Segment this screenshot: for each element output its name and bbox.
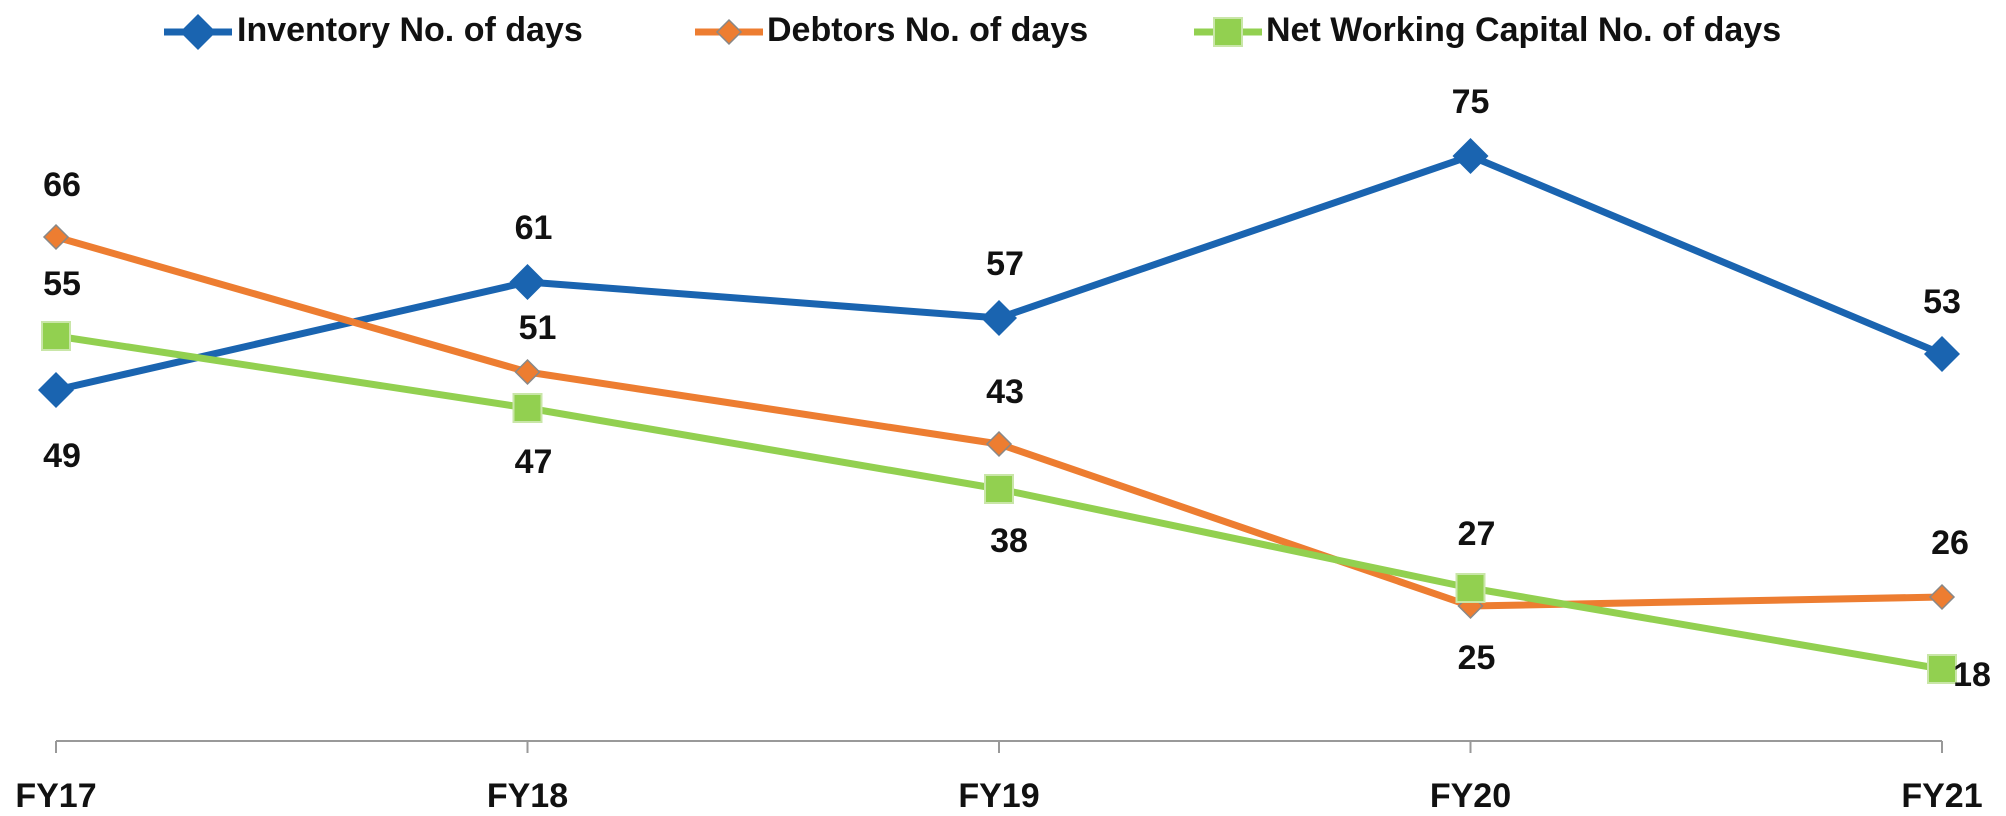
marker: [984, 474, 1014, 504]
marker: [1452, 138, 1489, 174]
data-label: 57: [986, 245, 1024, 283]
x-tick-label: FY19: [958, 777, 1039, 815]
x-tick-label: FY17: [15, 777, 96, 815]
data-label: 27: [1458, 515, 1496, 553]
marker: [41, 321, 71, 351]
marker: [1924, 336, 1960, 372]
legend-item: Debtors No. of days: [695, 11, 1088, 49]
series: 66 51 43 25 26: [42, 166, 1969, 677]
x-tick-label: FY18: [487, 777, 568, 815]
marker: [512, 393, 543, 423]
legend-item: Inventory No. of days: [164, 11, 583, 50]
marker: [715, 18, 743, 46]
data-label: 55: [43, 265, 81, 303]
marker: [981, 300, 1017, 336]
legend-label: Inventory No. of days: [237, 11, 583, 49]
x-tick-label: FY20: [1430, 777, 1511, 815]
marker: [1927, 654, 1957, 684]
data-label: 38: [990, 522, 1028, 560]
data-label: 61: [515, 209, 553, 247]
legend-item: Net Working Capital No. of days: [1194, 11, 1781, 49]
marker: [1213, 17, 1243, 47]
marker: [985, 430, 1013, 458]
data-label: 18: [1953, 656, 1991, 694]
series: 55 47 38 27 18: [41, 265, 1991, 694]
data-label: 53: [1923, 283, 1961, 321]
series: 49 61 57 75 53: [38, 83, 1961, 475]
marker: [180, 14, 216, 50]
marker: [42, 223, 70, 251]
data-label: 43: [986, 373, 1024, 411]
legend-label: Debtors No. of days: [767, 11, 1088, 49]
legend-label: Net Working Capital No. of days: [1266, 11, 1781, 49]
data-label: 25: [1458, 639, 1496, 677]
data-label: 26: [1931, 524, 1969, 562]
data-label: 51: [519, 309, 557, 347]
marker: [509, 264, 546, 300]
marker: [1455, 573, 1486, 603]
marker: [514, 358, 541, 386]
data-label: 49: [43, 437, 81, 475]
marker: [38, 372, 74, 408]
marker: [1928, 583, 1956, 611]
data-label: 66: [43, 166, 81, 204]
x-tick-label: FY21: [1901, 777, 1982, 815]
data-label: 75: [1452, 83, 1490, 121]
data-label: 47: [515, 443, 553, 481]
